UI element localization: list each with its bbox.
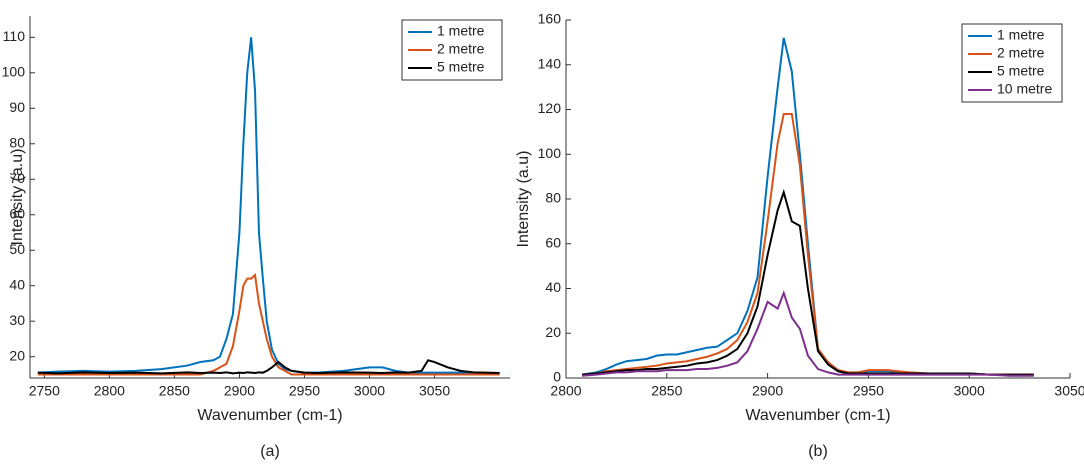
y-tick-label: 160 [538,11,562,27]
legend-label: 10 metre [997,81,1052,97]
x-tick-label: 2950 [853,383,884,399]
x-tick-label: 2750 [29,383,60,399]
y-tick-label: 0 [553,369,561,385]
x-tick-label: 2800 [94,383,125,399]
y-tick-label: 120 [538,100,562,116]
series-line [37,37,500,376]
x-tick-label: 3000 [954,383,985,399]
y-tick-label: 40 [545,279,561,295]
y-tick-label: 40 [9,276,25,292]
y-tick-label: 100 [538,145,562,161]
x-axis-label: Wavenumber (cm-1) [745,407,890,424]
y-tick-label: 20 [545,324,561,340]
series-line [582,112,1034,376]
series-line [37,273,500,376]
legend-label: 1 metre [997,27,1045,43]
legend-label: 2 metre [997,45,1045,61]
y-axis-label: Intensity (a.u) [515,151,532,248]
y-tick-label: 90 [9,99,25,115]
y-tick-label: 70 [9,170,25,186]
y-tick-label: 30 [9,312,25,328]
y-tick-label: 80 [9,134,25,150]
y-axis-label: Intensity (a.u) [9,149,26,246]
y-tick-label: 140 [538,55,562,71]
x-tick-label: 2950 [289,383,320,399]
y-tick-label: 60 [545,234,561,250]
x-tick-label: 2900 [752,383,783,399]
x-tick-label: 2800 [550,383,581,399]
x-tick-label: 2900 [224,383,255,399]
legend-label: 1 metre [437,23,485,39]
x-tick-label: 3000 [354,383,385,399]
series-line [582,188,1034,376]
x-tick-label: 2850 [159,383,190,399]
y-tick-label: 50 [9,241,25,257]
x-tick-label: 3050 [1054,383,1084,399]
x-tick-label: 2850 [651,383,682,399]
y-tick-label: 20 [9,347,25,363]
y-tick-label: 60 [9,205,25,221]
series-line [37,359,500,375]
caption: (a) [260,443,280,460]
legend-label: 2 metre [437,41,485,57]
series-line [582,289,1034,377]
x-tick-label: 3050 [419,383,450,399]
x-axis-label: Wavenumber (cm-1) [197,407,342,424]
y-tick-label: 100 [2,63,26,79]
y-tick-label: 110 [3,28,26,44]
legend-label: 5 metre [997,63,1045,79]
y-tick-label: 80 [545,190,561,206]
legend-label: 5 metre [437,59,485,75]
caption: (b) [808,443,828,460]
